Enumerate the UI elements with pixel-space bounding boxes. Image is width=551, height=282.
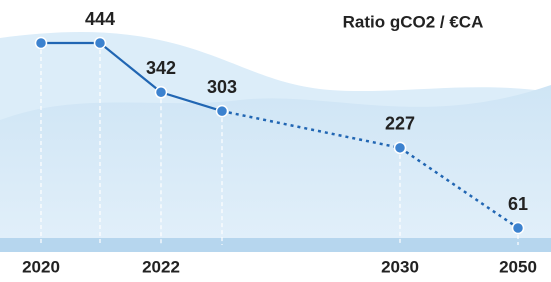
chart-title: Ratio gCO2 / €CA	[343, 12, 484, 31]
point	[36, 38, 47, 49]
value-label: 61	[508, 194, 528, 214]
axis-band	[0, 238, 551, 252]
point	[156, 87, 167, 98]
point	[95, 38, 106, 49]
chart: Ratio gCO2 / €CA 2020 444 342 2022 303 227 203…	[0, 0, 551, 282]
value-label: 342	[146, 58, 176, 78]
value-label: 303	[207, 77, 237, 97]
page: {"chart_data": {"type": "line", "title":…	[0, 0, 551, 282]
x-tick-label: 2020	[22, 257, 60, 276]
point	[217, 106, 228, 117]
axis-area	[0, 252, 551, 282]
value-label: 227	[385, 114, 415, 134]
point	[395, 142, 406, 153]
x-tick-label: 2022	[142, 257, 180, 276]
point	[513, 223, 524, 234]
x-tick-label: 2050	[499, 257, 537, 276]
value-label: 444	[85, 9, 115, 29]
x-tick-label: 2030	[381, 257, 419, 276]
